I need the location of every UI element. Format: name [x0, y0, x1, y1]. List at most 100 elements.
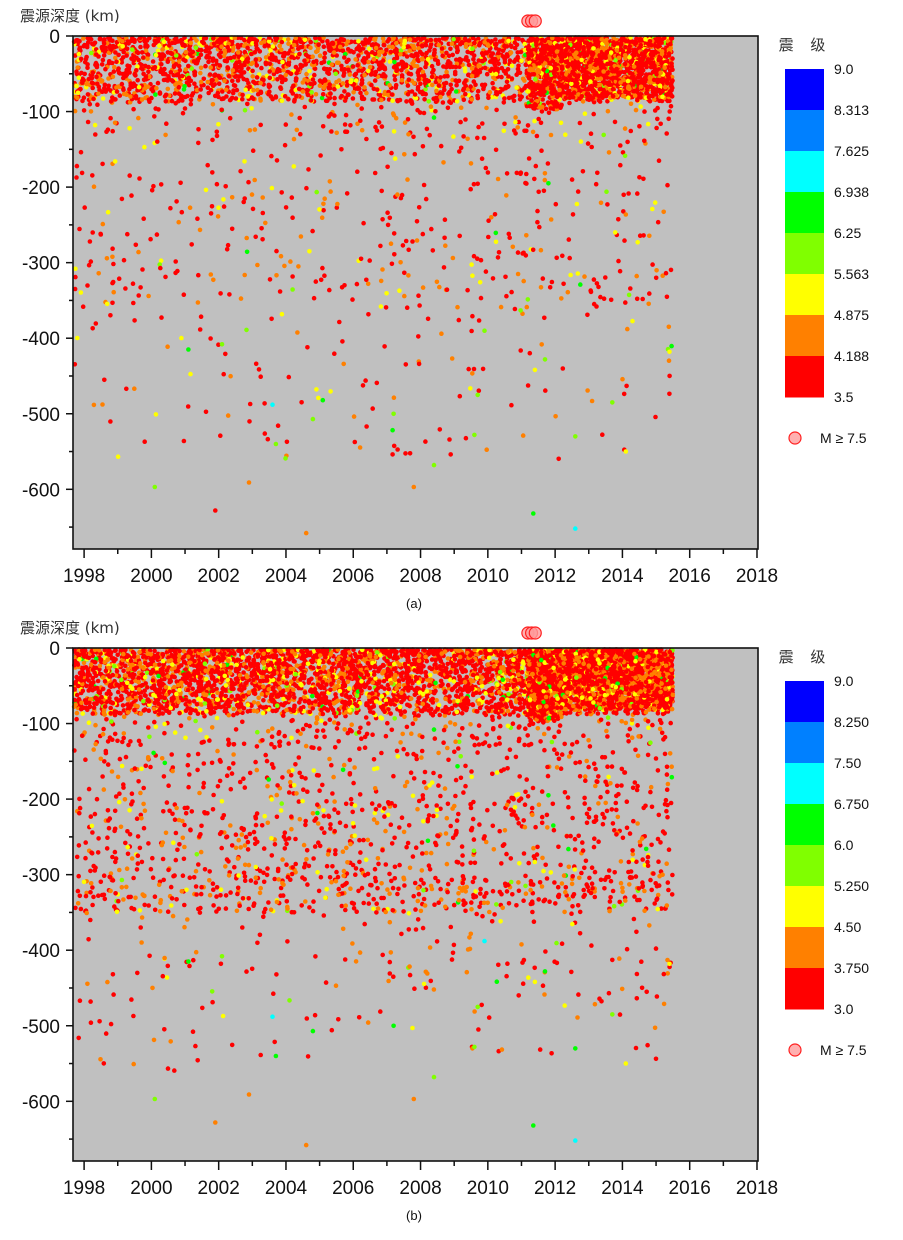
data-point [269, 316, 274, 322]
data-point [367, 64, 373, 70]
data-point [228, 373, 233, 379]
data-point [331, 83, 337, 88]
data-point [542, 61, 548, 66]
data-point [638, 91, 644, 97]
data-point [527, 350, 533, 356]
data-point [669, 61, 674, 66]
colorbar-label: 3.5 [834, 389, 854, 405]
data-point [374, 87, 380, 92]
data-point [280, 59, 285, 65]
data-point [119, 196, 125, 202]
data-point [119, 81, 125, 87]
data-point [74, 95, 80, 100]
x-tick-label: 1998 [63, 566, 105, 587]
data-point [78, 56, 84, 62]
data-point [356, 53, 361, 58]
data-point [476, 124, 481, 130]
data-point [159, 62, 164, 67]
data-point [616, 258, 621, 264]
data-point [364, 424, 369, 429]
data-point [254, 63, 260, 68]
data-point [486, 218, 491, 223]
data-point [358, 256, 364, 262]
data-point [244, 327, 249, 333]
data-point [475, 256, 480, 262]
data-point [550, 58, 555, 64]
data-point [594, 281, 600, 286]
data-point [475, 392, 481, 398]
data-point [668, 36, 674, 41]
data-point [339, 63, 344, 69]
data-point [194, 87, 200, 93]
data-point [322, 721, 328, 726]
data-point [420, 285, 426, 290]
data-point [647, 74, 653, 80]
data-point [304, 185, 309, 191]
data-point [424, 126, 430, 132]
data-point [105, 739, 111, 744]
data-point [268, 94, 274, 99]
data-point [383, 74, 388, 79]
data-point [549, 99, 554, 105]
data-point [343, 112, 349, 118]
data-point [154, 85, 159, 91]
data-point [228, 55, 233, 61]
data-point [212, 73, 217, 78]
data-point [198, 65, 204, 71]
data-point [253, 234, 258, 240]
data-point [180, 98, 185, 103]
data-point [284, 439, 290, 445]
data-point [448, 452, 454, 457]
data-point [622, 153, 628, 159]
data-point [427, 132, 433, 138]
data-point [378, 243, 383, 249]
data-point [124, 386, 129, 392]
data-point [546, 181, 551, 186]
data-point [188, 101, 194, 107]
data-point [195, 216, 200, 221]
data-point [524, 233, 529, 238]
data-point [485, 170, 491, 175]
data-point [362, 72, 367, 78]
data-point [209, 204, 215, 209]
x-tick-label: 2000 [130, 566, 172, 587]
data-point [269, 734, 275, 739]
data-point [442, 217, 448, 222]
data-point [279, 190, 285, 195]
data-point [263, 61, 269, 67]
data-point [233, 74, 238, 79]
data-point [634, 60, 640, 66]
data-point [365, 281, 371, 287]
data-point [390, 452, 395, 457]
data-point [303, 722, 309, 728]
data-point [288, 259, 293, 264]
data-point [410, 239, 415, 244]
data-point [415, 57, 420, 62]
data-point [513, 115, 518, 120]
data-point [290, 274, 295, 279]
data-point [614, 66, 619, 72]
data-point [74, 163, 80, 169]
data-point [588, 63, 593, 69]
data-point [456, 739, 462, 745]
data-point [393, 115, 399, 121]
data-point [367, 258, 373, 263]
data-point [331, 50, 337, 55]
data-point [316, 395, 321, 401]
data-point [589, 398, 595, 404]
data-point [369, 82, 374, 88]
data-point [162, 730, 167, 736]
data-point [653, 414, 658, 420]
data-point [650, 69, 656, 75]
data-point [457, 56, 463, 62]
data-point [210, 102, 216, 107]
data-point [196, 272, 201, 278]
data-point [391, 231, 397, 236]
data-point [641, 233, 646, 238]
data-point [518, 49, 524, 55]
data-point [140, 67, 145, 72]
data-point [359, 68, 365, 74]
data-point [147, 99, 152, 104]
data-point [537, 61, 542, 66]
data-point [380, 36, 386, 41]
